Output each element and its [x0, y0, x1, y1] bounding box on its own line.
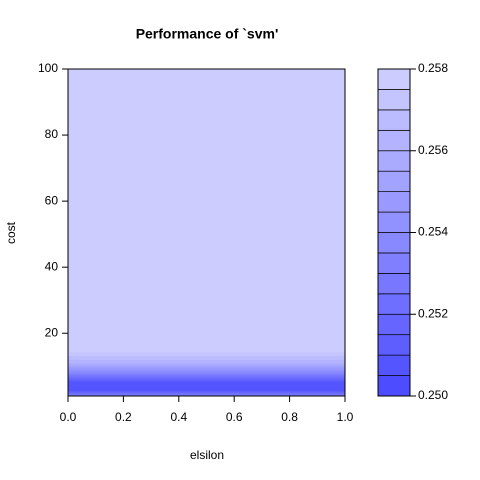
key-band	[377, 89, 411, 111]
key-band	[377, 109, 411, 131]
contour-region	[68, 370, 345, 374]
contour-region	[68, 376, 345, 379]
contour-region	[68, 377, 345, 380]
contour-region	[68, 392, 345, 395]
contour-region	[68, 351, 345, 357]
contour-region	[68, 349, 345, 353]
contour-region	[68, 69, 345, 351]
key-band	[377, 313, 411, 336]
key-tick-label: 0.252	[418, 306, 448, 320]
contour-region	[68, 364, 345, 368]
key-tick-label: 0.256	[418, 143, 448, 157]
contour-region	[68, 379, 345, 382]
contour-region	[68, 374, 345, 377]
contour-region	[68, 391, 345, 394]
y-tick-label: 20	[45, 325, 59, 339]
x-tick-label: 0.6	[226, 410, 243, 424]
y-tick-label: 60	[45, 193, 59, 207]
key-band	[377, 334, 411, 356]
key-band	[377, 191, 411, 213]
y-tick-label: 100	[38, 61, 58, 75]
x-tick-label: 1.0	[337, 410, 354, 424]
key-band	[377, 273, 411, 295]
plot-frame	[67, 68, 346, 397]
x-tick-label: 0.8	[281, 410, 298, 424]
x-tick-label: 0.2	[115, 410, 132, 424]
contour-region	[68, 355, 345, 360]
key-tick-label: 0.250	[418, 388, 448, 402]
key-band	[377, 68, 411, 90]
contour-region	[68, 382, 345, 390]
key-band	[377, 150, 411, 172]
y-tick-label: 80	[45, 127, 59, 141]
key-band	[377, 354, 411, 376]
x-tick-label: 0.4	[170, 410, 187, 424]
contour-region	[68, 381, 345, 384]
contour-region	[68, 372, 345, 376]
contour-region	[68, 389, 345, 391]
key-band	[377, 375, 411, 397]
x-tick-label: 0.0	[60, 410, 77, 424]
contour-region	[68, 368, 345, 372]
key-band	[377, 129, 411, 152]
chart-title: Performance of `svm'	[136, 26, 279, 42]
key-band	[377, 211, 411, 233]
key-band	[377, 293, 411, 315]
contour-region	[68, 359, 345, 364]
y-tick-label: 40	[45, 259, 59, 273]
key-tick-label: 0.258	[418, 61, 448, 75]
x-axis-label: elsilon	[190, 448, 224, 462]
contour-region	[68, 366, 345, 370]
contour-region	[68, 362, 345, 366]
key-band	[377, 170, 411, 192]
key-band	[377, 252, 411, 274]
key-band	[377, 232, 411, 254]
y-axis-label: cost	[4, 221, 18, 244]
contour-region	[68, 393, 345, 396]
contour-region	[68, 390, 345, 393]
key-tick-label: 0.254	[418, 225, 448, 239]
